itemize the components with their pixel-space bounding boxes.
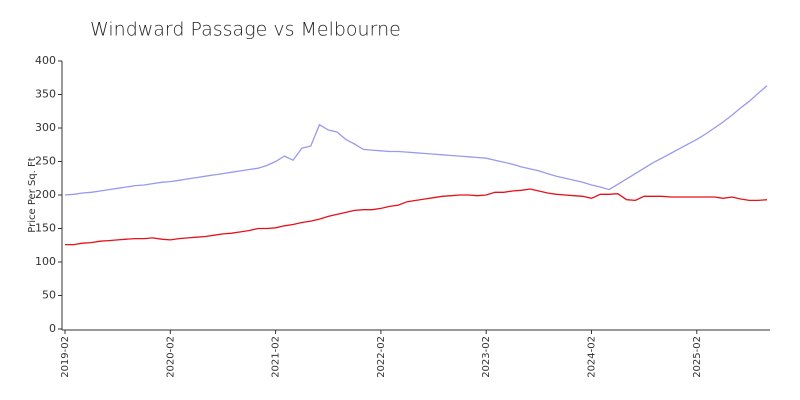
y-tick-label: 150 [35, 222, 56, 235]
y-tick-label: 50 [42, 289, 56, 302]
x-tick-label: 2022-02 [376, 336, 387, 378]
x-tick-label: 2025-02 [692, 336, 703, 378]
y-tick-label: 350 [35, 88, 56, 101]
y-tick-label: 200 [35, 188, 56, 201]
y-tick-label: 250 [35, 155, 56, 168]
series-line [65, 188, 768, 246]
x-tick-label: 2019-02 [60, 336, 71, 378]
series-line [64, 85, 768, 196]
x-tick-label: 2023-02 [481, 336, 492, 378]
y-axis-label: Price Per Sq. Ft [27, 157, 38, 232]
y-tick-label: 300 [35, 121, 56, 134]
y-tick-label: 100 [35, 255, 56, 268]
chart-title: Windward Passage vs Melbourne [90, 19, 401, 41]
x-tick-label: 2020-02 [165, 336, 176, 378]
x-tick-label: 2021-02 [271, 336, 282, 378]
y-tick-label: 400 [35, 54, 56, 67]
x-tick-label: 2024-02 [587, 336, 598, 378]
y-tick-label: 0 [49, 322, 56, 335]
